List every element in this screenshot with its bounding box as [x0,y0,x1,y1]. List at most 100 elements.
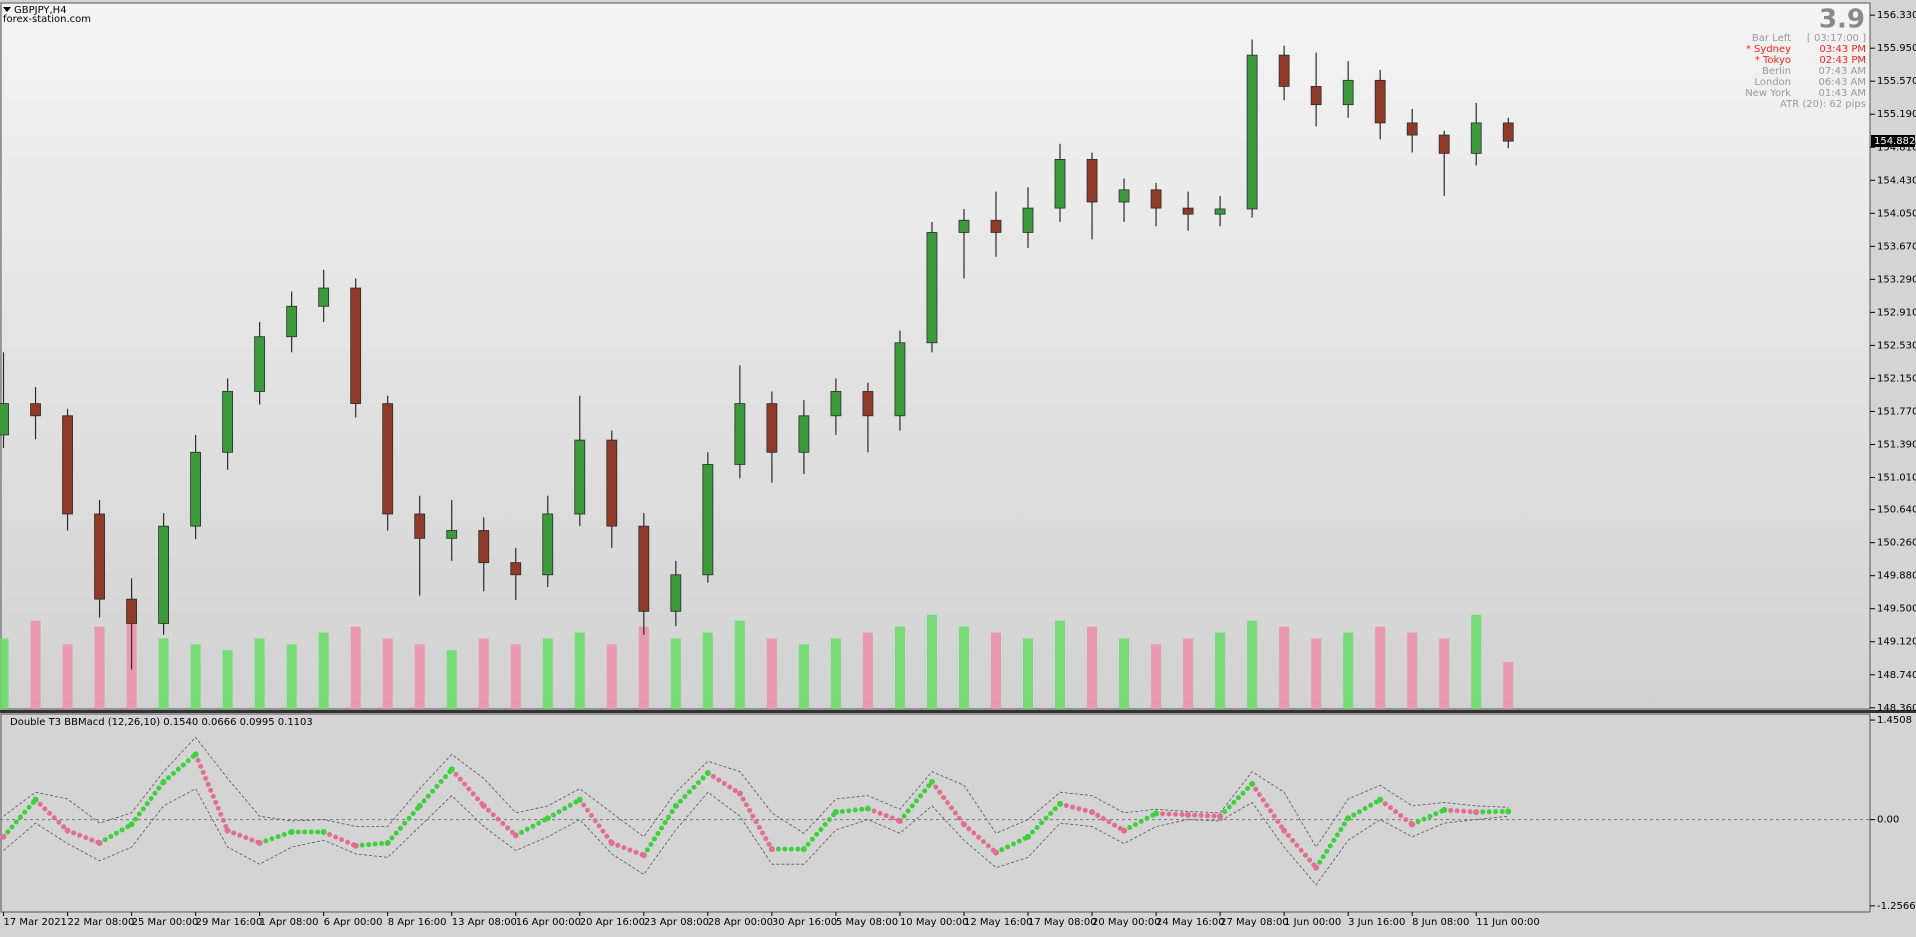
volume-bar [30,620,41,709]
volume-bar [1471,614,1482,709]
indicator-dot [544,815,551,822]
indicator-trail [1153,810,1191,818]
indicator-trail [321,829,359,849]
indicator-trail [481,803,519,838]
indicator-trail [577,797,615,846]
y-tick-label: 152.910 [1877,307,1916,318]
candle-body [1054,159,1066,209]
x-tick-label: 24 May 16:00 [1156,917,1225,928]
info-label: * Tokyo [1755,55,1791,66]
y-tick-label: 152.530 [1877,340,1916,351]
y-tick-label: 155.570 [1877,76,1916,87]
info-value: 07:43 AM [1819,66,1866,77]
volume-bar [702,632,713,709]
info-value: 03:43 PM [1819,44,1866,55]
y-tick-label: 151.770 [1877,406,1916,417]
candle-body [1374,79,1386,124]
indicator-trail [1185,812,1223,819]
volume-bar [1311,638,1322,709]
info-label: Berlin [1762,66,1791,77]
symbol-label: GBPJPY,H4 [14,5,67,16]
volume-bar [414,644,425,709]
menu-arrow[interactable] [3,7,11,12]
indicator-trail [1377,797,1415,827]
candle-body [446,530,458,539]
indicator-trail [1249,781,1287,834]
indicator-trail [801,809,839,852]
indicator-trail [353,840,391,849]
candle-body [1438,134,1450,154]
indicator-dot [1121,827,1128,834]
candle-body [350,287,362,405]
volume-bar [542,638,553,709]
x-tick-label: 28 Apr 00:00 [708,917,773,928]
indicator-dot [1057,800,1064,807]
y-tick-label: 155.190 [1877,109,1916,120]
indicator-dot [768,846,775,853]
indicator-dot [448,766,455,773]
candle-body [1502,122,1514,142]
volume-bar [1247,620,1258,709]
indicator-dot [480,802,487,809]
volume-bar [158,638,169,709]
indicator-trail [961,821,999,856]
volume-bar [222,650,233,709]
current-price-box [1871,135,1915,148]
indicator-trail [609,840,647,858]
volume-bar [62,644,73,709]
x-tick-label: 6 Apr 00:00 [324,917,383,928]
volume-bar [1343,632,1354,709]
indicator-trail [449,767,487,809]
y-tick-label: -1.2566 [1877,901,1916,912]
indicator-dot [640,852,647,859]
indicator-dot [1089,809,1096,816]
info-value: [ 03:17:00 ] [1807,33,1866,44]
candle-body [1310,86,1322,106]
indicator-dot [320,828,327,835]
y-tick-label: 1.4508 [1877,715,1912,726]
indicator-dot [576,796,583,803]
x-tick-label: 13 Apr 08:00 [452,917,517,928]
candle-body [286,305,298,338]
candle-body [670,574,682,612]
indicator-dot [1441,807,1448,814]
x-tick-label: 8 Apr 16:00 [388,917,447,928]
indicator-trail [65,828,103,846]
y-tick-label: 149.120 [1877,637,1916,648]
indicator-dot [736,790,743,797]
candle-body [1214,208,1226,215]
x-tick-label: 23 Apr 08:00 [644,917,709,928]
candle-body [1470,122,1482,154]
candle-body [1182,207,1194,215]
indicator-dot [384,839,391,846]
volume-bar [606,644,617,709]
info-label: Bar Left [1752,33,1791,44]
volume-bar [1183,638,1194,709]
indicator-dot [896,817,903,824]
indicator-dot [352,842,359,849]
indicator-trail [1121,810,1159,834]
info-label: London [1754,77,1791,88]
indicator-trail [1089,809,1127,834]
volume-bar [1215,632,1226,709]
y-tick-label: 150.640 [1877,505,1916,516]
volume-bar [574,632,585,709]
y-tick-label: 150.260 [1877,538,1916,549]
volume-bar [1439,638,1450,709]
y-tick-label: 151.010 [1877,472,1916,483]
x-tick-label: 22 Mar 08:00 [68,917,135,928]
info-label: New York [1745,88,1791,99]
indicator-dot [1281,827,1288,834]
indicator-trail [1409,807,1447,827]
candle-body [830,391,842,417]
y-tick-label: 154.430 [1877,175,1916,186]
x-tick-label: 11 Jun 00:00 [1476,917,1540,928]
indicator-dot [1409,821,1416,828]
indicator-trail [1473,808,1511,815]
indicator-trail [1217,781,1255,819]
indicator-title: Double T3 BBMacd (12,26,10) 0.1540 0.066… [10,717,313,728]
candle-body [1342,79,1354,106]
candle-body [638,525,650,612]
indicator-dot [1313,864,1320,871]
